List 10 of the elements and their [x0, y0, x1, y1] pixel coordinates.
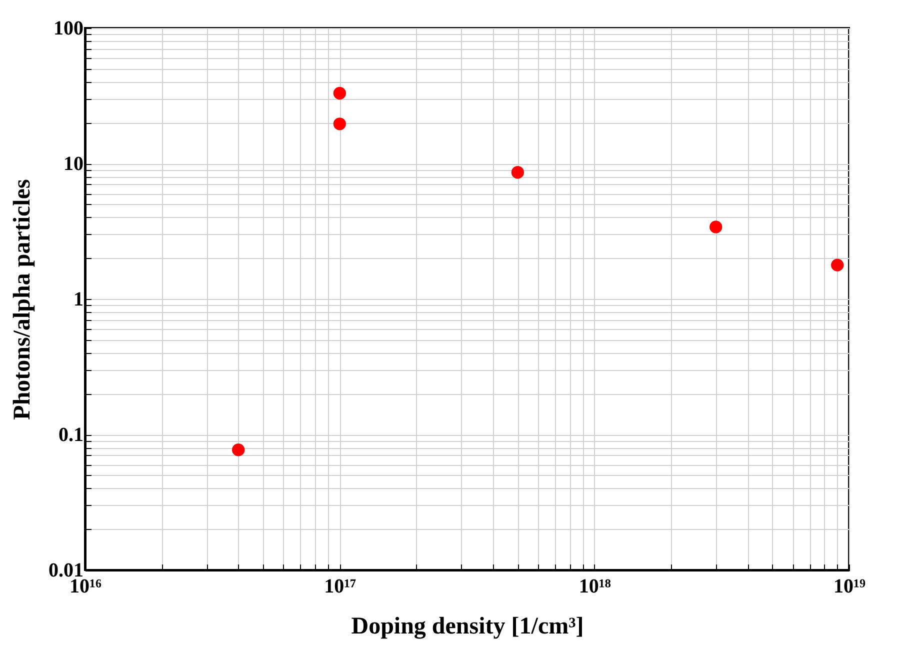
- y-tick-label: 0.1: [58, 424, 84, 446]
- x-tick-label: 10¹⁶: [70, 576, 102, 598]
- y-tick-label: 100: [54, 18, 84, 40]
- x-tick-label: 10¹⁷: [324, 576, 356, 598]
- y-axis-title: Photons/alpha particles: [10, 179, 36, 420]
- x-tick-label: 10¹⁹: [834, 576, 866, 598]
- x-tick-label: 10¹⁸: [578, 576, 611, 598]
- y-tick-label: 1: [74, 288, 84, 310]
- x-axis-title: Doping density [1/cm³]: [351, 614, 584, 640]
- y-tick-label: 10: [64, 153, 84, 175]
